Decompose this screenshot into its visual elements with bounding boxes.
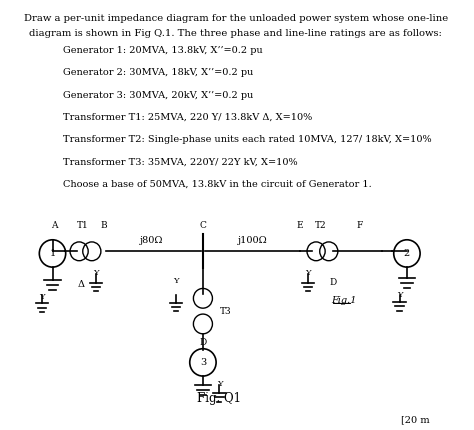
Text: Y: Y xyxy=(397,291,402,298)
Text: Transformer T3: 35MVA, 220Y/ 22Y kV, X=10%: Transformer T3: 35MVA, 220Y/ 22Y kV, X=1… xyxy=(63,157,297,166)
Text: F: F xyxy=(356,221,363,230)
Text: Generator 2: 30MVA, 18kV, X’’=0.2 pu: Generator 2: 30MVA, 18kV, X’’=0.2 pu xyxy=(63,68,253,77)
Text: D: D xyxy=(329,278,337,287)
Text: Y: Y xyxy=(305,269,311,277)
Text: Transformer T2: Single-phase units each rated 10MVA, 127/ 18kV, X=10%: Transformer T2: Single-phase units each … xyxy=(63,135,431,144)
Text: Draw a per-unit impedance diagram for the unloaded power system whose one-line: Draw a per-unit impedance diagram for th… xyxy=(24,14,448,23)
Text: Generator 1: 20MVA, 13.8kV, X’’=0.2 pu: Generator 1: 20MVA, 13.8kV, X’’=0.2 pu xyxy=(63,46,263,55)
Text: 1: 1 xyxy=(49,249,55,258)
Text: 2: 2 xyxy=(404,249,410,258)
Text: D: D xyxy=(199,338,207,347)
Text: diagram is shown in Fig Q.1. The three phase and line-line ratings are as follow: diagram is shown in Fig Q.1. The three p… xyxy=(29,29,442,38)
Text: T1: T1 xyxy=(77,221,89,230)
Text: Generator 3: 30MVA, 20kV, X’’=0.2 pu: Generator 3: 30MVA, 20kV, X’’=0.2 pu xyxy=(63,91,253,100)
Text: Fig.1: Fig.1 xyxy=(331,296,356,305)
Text: T3: T3 xyxy=(219,307,231,316)
Text: j80Ω: j80Ω xyxy=(140,236,163,245)
Text: B: B xyxy=(100,221,107,230)
Text: Choose a base of 50MVA, 13.8kV in the circuit of Generator 1.: Choose a base of 50MVA, 13.8kV in the ci… xyxy=(63,180,372,188)
Text: Transformer T1: 25MVA, 220 Y/ 13.8kV Δ, X=10%: Transformer T1: 25MVA, 220 Y/ 13.8kV Δ, … xyxy=(63,113,312,122)
Text: [20 m: [20 m xyxy=(401,415,429,424)
Text: T2: T2 xyxy=(315,221,326,230)
Text: Y: Y xyxy=(173,277,179,286)
Text: j100Ω: j100Ω xyxy=(237,236,267,245)
Text: E: E xyxy=(296,221,303,230)
Text: A: A xyxy=(51,221,58,230)
Text: Δ: Δ xyxy=(78,280,85,289)
Text: Fig. Q1: Fig. Q1 xyxy=(197,392,241,405)
Text: Y: Y xyxy=(93,269,99,277)
Text: 3: 3 xyxy=(200,358,206,367)
Text: Y: Y xyxy=(39,293,45,301)
Text: Y: Y xyxy=(217,380,222,388)
Text: C: C xyxy=(200,221,206,230)
